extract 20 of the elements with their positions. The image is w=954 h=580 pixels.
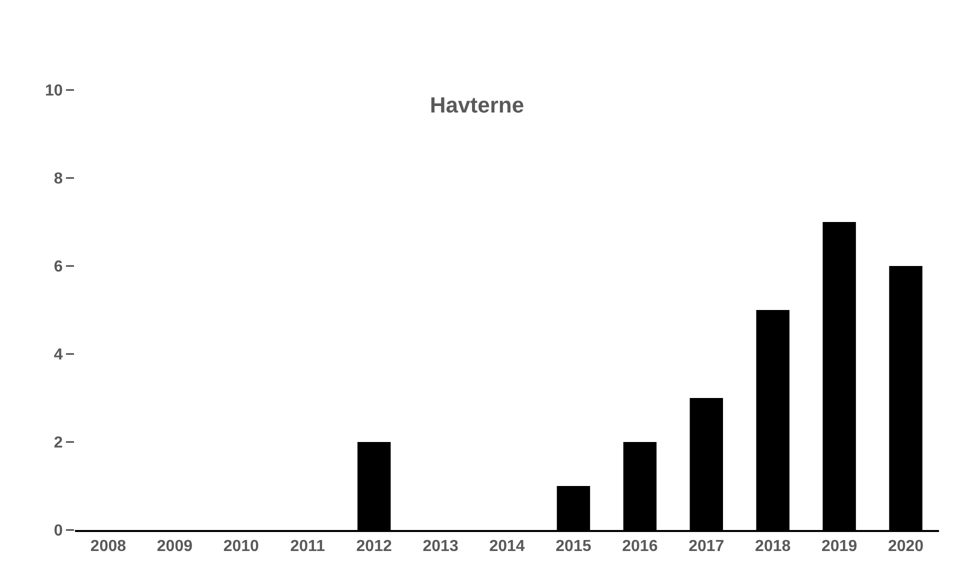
x-tick-label: 2018 — [755, 538, 791, 555]
x-tick-label: 2010 — [223, 538, 260, 555]
y-tick-label: 0 — [54, 522, 63, 540]
x-tick-label: 2019 — [822, 538, 858, 555]
chart-title: Havterne — [430, 92, 524, 118]
x-tick-label: 2011 — [290, 538, 326, 555]
x-tick-label: 2009 — [156, 538, 193, 555]
y-tick-label: 4 — [54, 346, 63, 364]
y-tick-label: 10 — [45, 82, 63, 100]
x-tick-label: 2008 — [90, 538, 126, 555]
y-tick-label: 2 — [54, 434, 63, 452]
x-tick-label: 2013 — [422, 538, 458, 555]
x-tick-label: 2017 — [688, 538, 724, 555]
x-tick-label: 2016 — [622, 538, 658, 555]
x-tick-label: 2020 — [888, 538, 924, 555]
x-tick-label: 2012 — [356, 538, 392, 555]
y-tick-label: 8 — [54, 170, 63, 188]
x-tick-label: 2014 — [489, 538, 525, 555]
y-tick-label: 6 — [54, 258, 63, 276]
x-tick-label: 2015 — [556, 538, 592, 555]
